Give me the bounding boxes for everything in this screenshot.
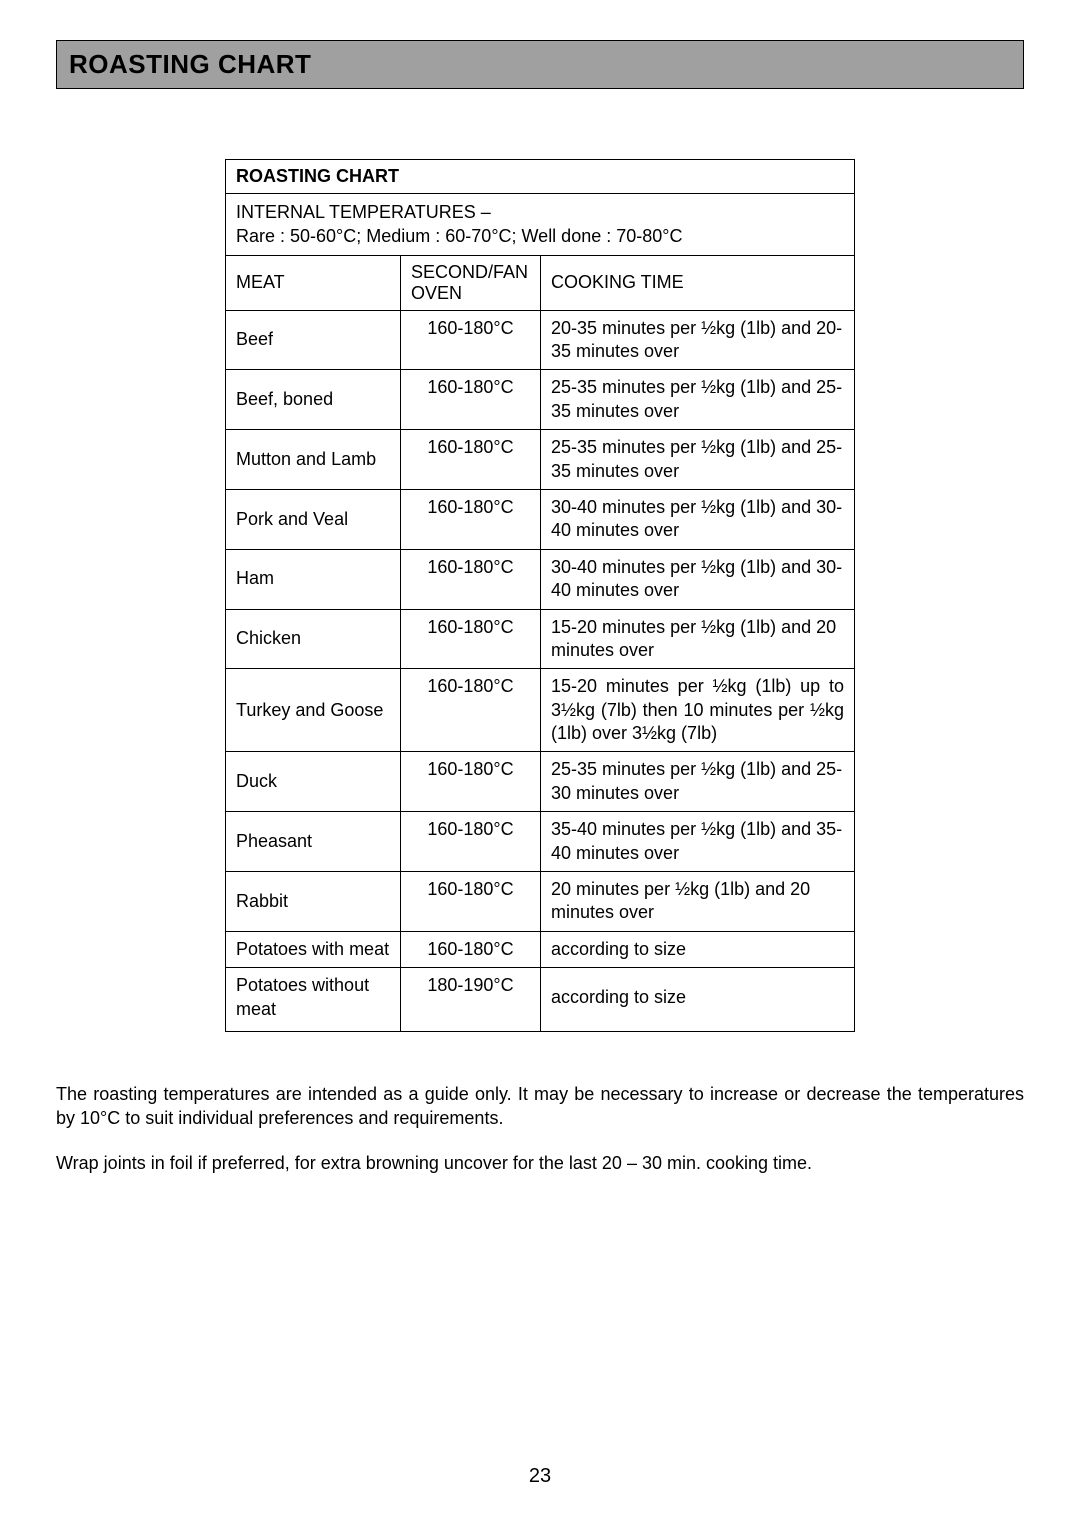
cell-time: 35-40 minutes per ½kg (1lb) and 35-40 mi… [541,812,855,872]
col-header-meat: MEAT [226,255,401,310]
cell-meat: Pork and Veal [226,489,401,549]
table-row: Beef160-180°C20-35 minutes per ½kg (1lb)… [226,310,855,370]
cell-time: 25-35 minutes per ½kg (1lb) and 25-35 mi… [541,430,855,490]
cell-time: 15-20 minutes per ½kg (1lb) up to 3½kg (… [541,669,855,752]
cell-oven: 160-180°C [401,752,541,812]
cell-meat: Duck [226,752,401,812]
table-row: Rabbit160-180°C20 minutes per ½kg (1lb) … [226,872,855,932]
table-row: Potatoes without meat180-190°Caccording … [226,968,855,1032]
section-header-title: ROASTING CHART [69,49,1011,80]
table-row: Beef, boned160-180°C25-35 minutes per ½k… [226,370,855,430]
cell-meat: Rabbit [226,872,401,932]
cell-oven: 160-180°C [401,489,541,549]
cell-meat: Potatoes with meat [226,931,401,967]
table-row: Potatoes with meat160-180°Caccording to … [226,931,855,967]
cell-meat: Chicken [226,609,401,669]
cell-meat: Ham [226,549,401,609]
col-header-time: COOKING TIME [541,255,855,310]
col-header-oven: SECOND/FAN OVEN [401,255,541,310]
roasting-table-container: ROASTING CHART INTERNAL TEMPERATURES – R… [56,159,1024,1032]
cell-oven: 160-180°C [401,669,541,752]
cell-oven: 160-180°C [401,609,541,669]
table-row: Turkey and Goose160-180°C15-20 minutes p… [226,669,855,752]
table-subheader: INTERNAL TEMPERATURES – Rare : 50-60°C; … [226,194,855,256]
cell-time: according to size [541,968,855,1032]
cell-time: 20-35 minutes per ½kg (1lb) and 20-35 mi… [541,310,855,370]
cell-time: 25-35 minutes per ½kg (1lb) and 25-35 mi… [541,370,855,430]
table-row: Pork and Veal160-180°C30-40 minutes per … [226,489,855,549]
cell-oven: 160-180°C [401,549,541,609]
section-header-band: ROASTING CHART [56,40,1024,89]
cell-meat: Potatoes without meat [226,968,401,1032]
cell-oven: 160-180°C [401,430,541,490]
cell-oven: 160-180°C [401,812,541,872]
subheader-line-2: Rare : 50-60°C; Medium : 60-70°C; Well d… [236,226,682,246]
cell-oven: 160-180°C [401,370,541,430]
cell-meat: Beef, boned [226,370,401,430]
cell-time: 25-35 minutes per ½kg (1lb) and 25-30 mi… [541,752,855,812]
subheader-line-1: INTERNAL TEMPERATURES – [236,200,844,224]
table-row: Duck160-180°C25-35 minutes per ½kg (1lb)… [226,752,855,812]
table-title: ROASTING CHART [226,160,855,194]
cell-oven: 180-190°C [401,968,541,1032]
cell-time: 30-40 minutes per ½kg (1lb) and 30-40 mi… [541,489,855,549]
cell-oven: 160-180°C [401,931,541,967]
cell-time: according to size [541,931,855,967]
cell-oven: 160-180°C [401,872,541,932]
cell-meat: Mutton and Lamb [226,430,401,490]
page-number: 23 [0,1465,1080,1488]
cell-time: 15-20 minutes per ½kg (1lb) and 20 minut… [541,609,855,669]
cell-meat: Pheasant [226,812,401,872]
table-row: Ham160-180°C30-40 minutes per ½kg (1lb) … [226,549,855,609]
note-paragraph-1: The roasting temperatures are intended a… [56,1082,1024,1131]
roasting-chart-table: ROASTING CHART INTERNAL TEMPERATURES – R… [225,159,855,1032]
table-row: Pheasant160-180°C35-40 minutes per ½kg (… [226,812,855,872]
note-paragraph-2: Wrap joints in foil if preferred, for ex… [56,1151,1024,1175]
cell-meat: Turkey and Goose [226,669,401,752]
table-row: Chicken160-180°C15-20 minutes per ½kg (1… [226,609,855,669]
cell-meat: Beef [226,310,401,370]
cell-time: 20 minutes per ½kg (1lb) and 20 minutes … [541,872,855,932]
table-row: Mutton and Lamb160-180°C25-35 minutes pe… [226,430,855,490]
cell-time: 30-40 minutes per ½kg (1lb) and 30-40 mi… [541,549,855,609]
cell-oven: 160-180°C [401,310,541,370]
